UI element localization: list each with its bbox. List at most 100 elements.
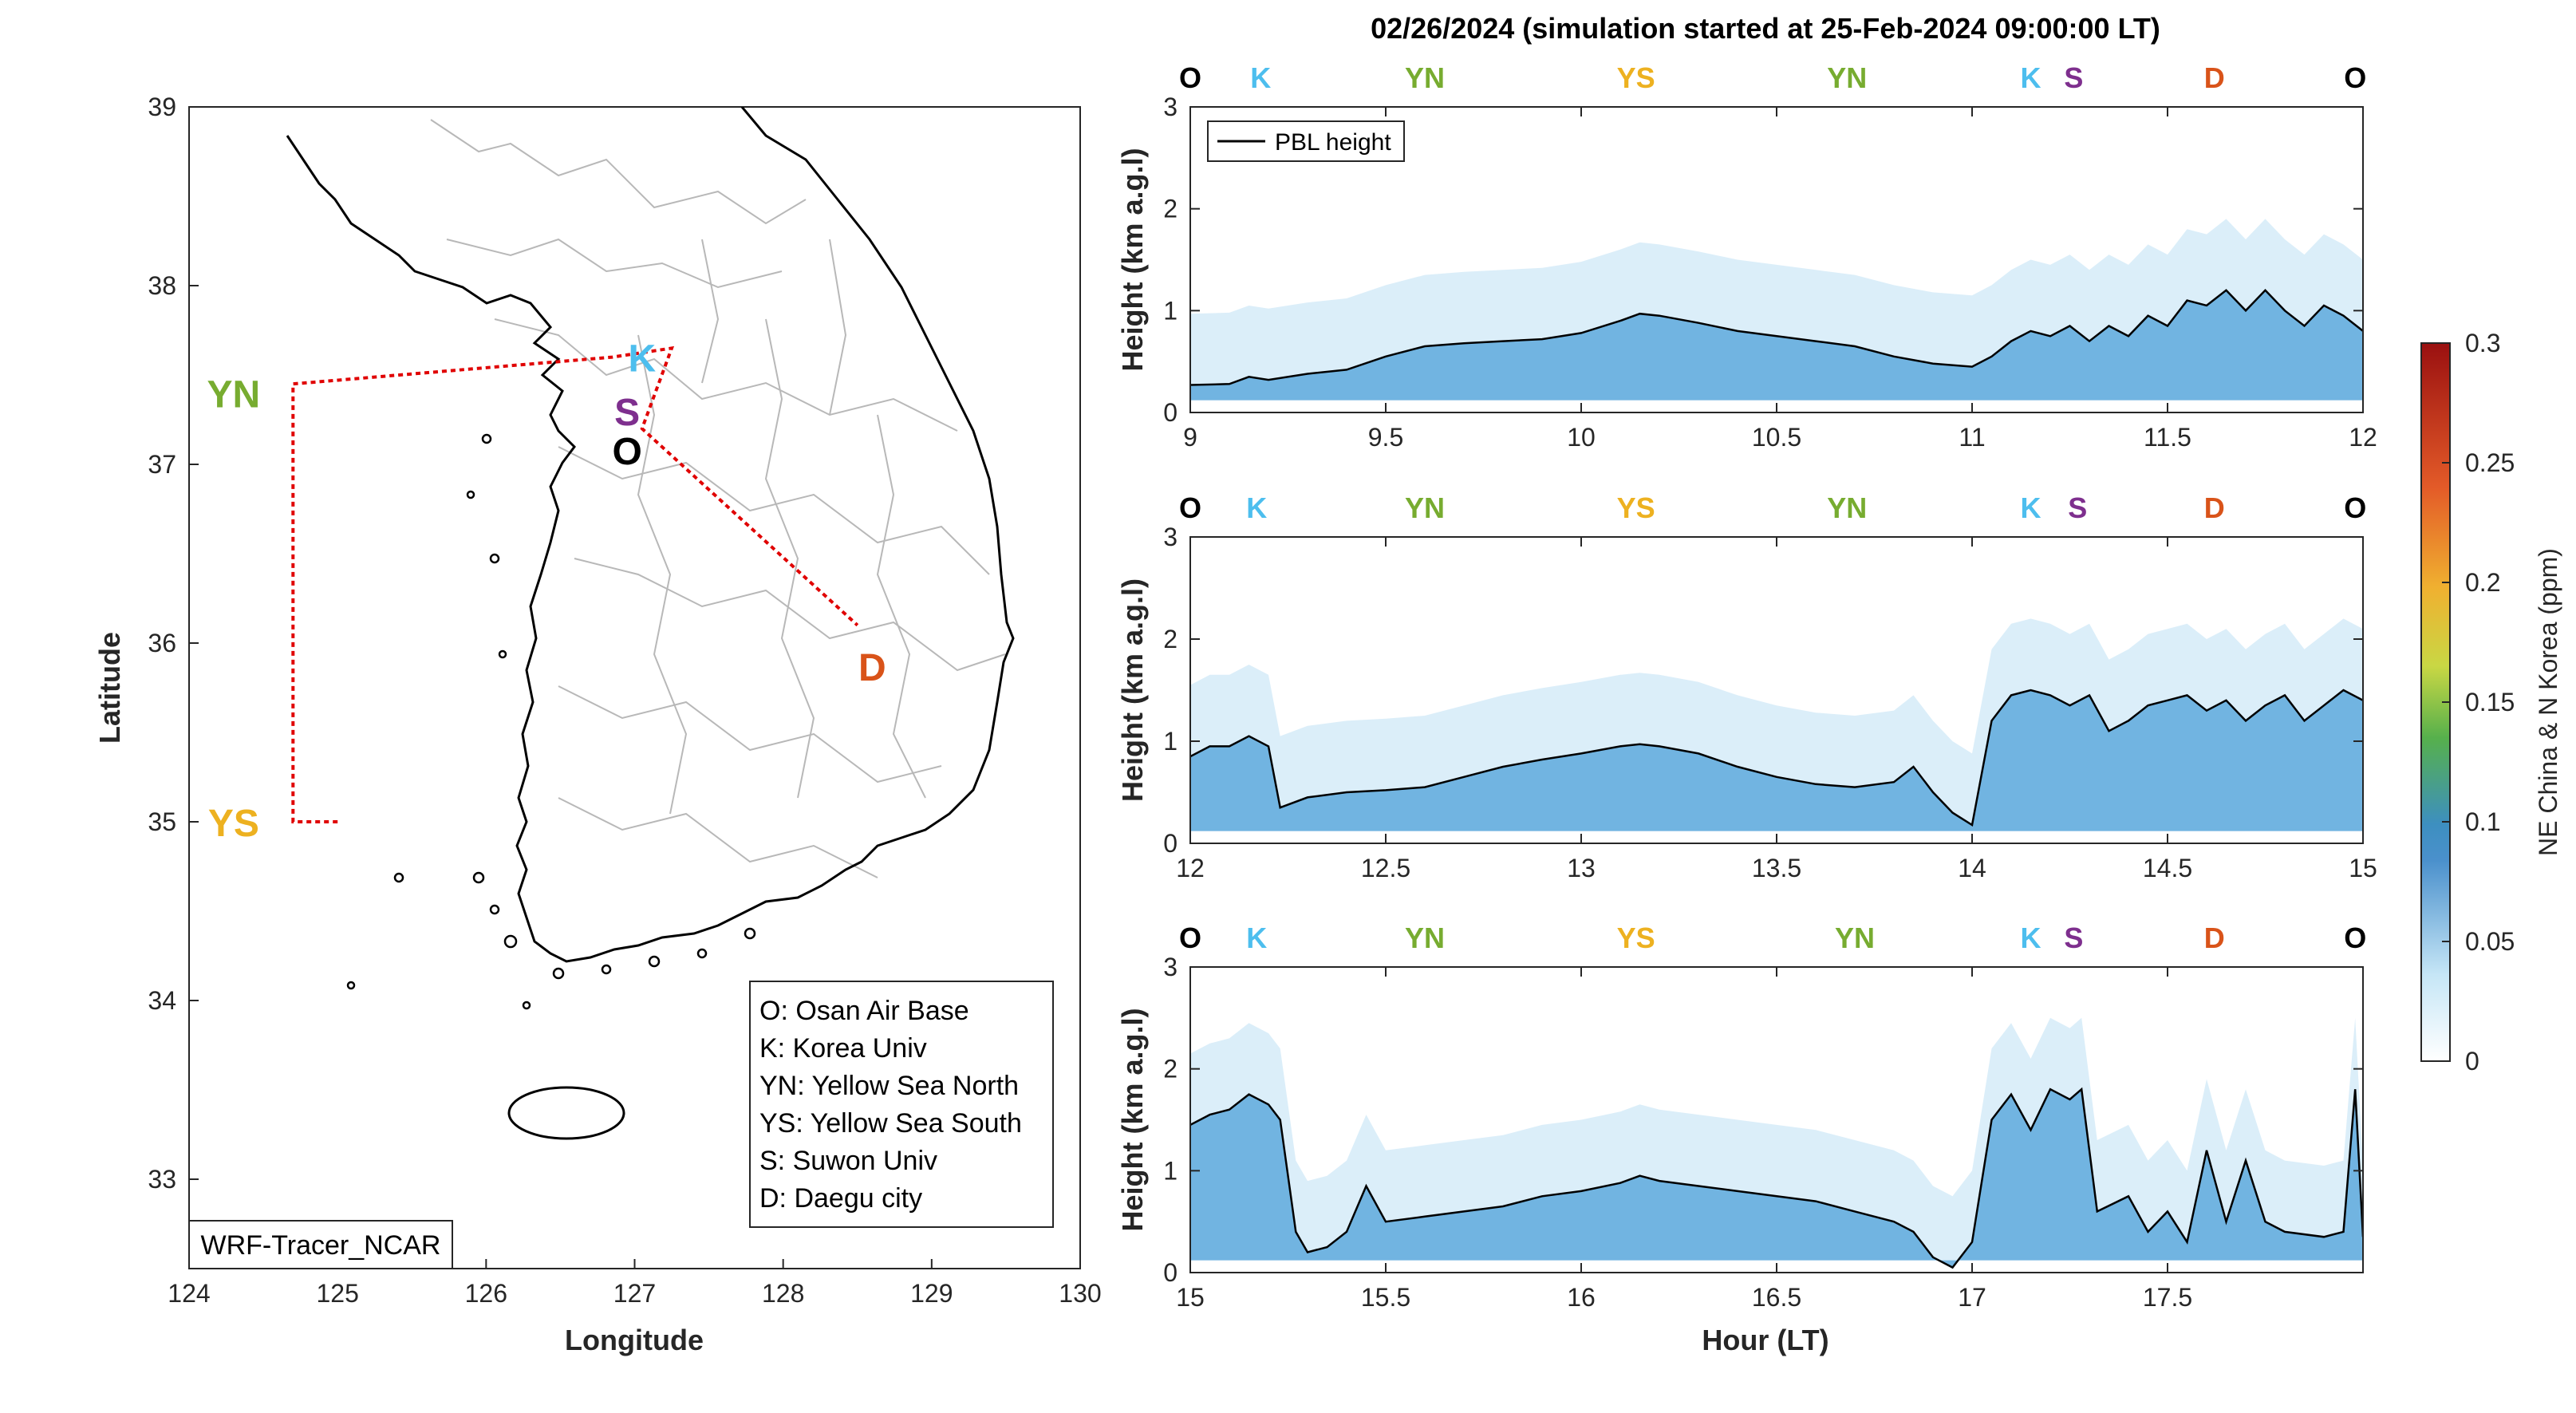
colorbar-label: NE China & N Korea (ppm) (2534, 548, 2562, 856)
panel-site-label: O (2344, 922, 2366, 954)
colorbar-tick-label: 0 (2465, 1047, 2479, 1076)
panel-site-label: YN (1405, 61, 1445, 94)
figure-title: 02/26/2024 (simulation started at 25-Feb… (1371, 12, 2160, 45)
panel-y-tick-label: 0 (1163, 398, 1178, 427)
panel-site-label: S (2068, 491, 2087, 524)
map-site-label: S (614, 392, 640, 434)
tracer-mixed-layer (1190, 1089, 2363, 1268)
panel-x-tick-label: 12 (1176, 854, 1205, 882)
concentration-field (1190, 967, 2363, 1268)
map-site-label: YN (207, 373, 261, 416)
jeju-island (507, 1086, 625, 1140)
coastline (286, 107, 1015, 963)
panel-site-label: O (2344, 61, 2366, 94)
pbl-legend-label: PBL height (1275, 129, 1391, 156)
panel-site-label: D (2204, 491, 2225, 524)
panel-y-tick-label: 0 (1163, 1258, 1178, 1287)
panel-x-tick-label: 9.5 (1368, 423, 1403, 452)
map-x-ticks: 124 125 126 127 128 129 130 (168, 1259, 1102, 1308)
panel-x-tick-label: 15 (1176, 1283, 1205, 1312)
panel-site-label: YS (1617, 922, 1655, 954)
concentration-field (1190, 537, 2363, 831)
legend-entry: S: Suwon Univ (759, 1146, 937, 1176)
map-site-label: K (628, 338, 656, 381)
map-y-tick-label: 38 (148, 271, 176, 300)
tracer-mixed-layer (1190, 690, 2363, 831)
curtain-x-axis-label: Hour (LT) (1702, 1324, 1828, 1356)
panel-y-tick-label: 2 (1163, 195, 1178, 223)
panel-site-label: K (1246, 491, 1267, 524)
map-x-tick-label: 128 (762, 1279, 804, 1308)
panel-site-label: S (2064, 922, 2083, 954)
pbl-height-line (1190, 1087, 2363, 1269)
map-y-tick-label: 36 (148, 629, 176, 657)
map-x-tick-label: 127 (613, 1279, 656, 1308)
map-y-ticks: 33 34 35 36 37 38 39 (148, 93, 199, 1194)
map-y-tick-label: 37 (148, 450, 176, 479)
panel-y-axis-label: Height (km a.g.l) (1116, 578, 1149, 802)
panel-site-label: O (1179, 922, 1201, 954)
panel-x-tick-label: 13 (1567, 854, 1596, 882)
model-label-box: WRF-Tracer_NCAR (188, 1220, 453, 1269)
islands (346, 433, 756, 1010)
panel-site-label: D (2204, 922, 2225, 954)
map-x-tick-label: 125 (316, 1279, 358, 1308)
panel-y-tick-label: 3 (1163, 523, 1178, 551)
panel-y-tick-label: 2 (1163, 1055, 1178, 1083)
tracer-mixed-layer (1190, 290, 2363, 401)
panel-x-tick-label: 10 (1567, 423, 1596, 452)
panel-y-tick-label: 2 (1163, 625, 1178, 653)
colorbar-tick-label: 0.15 (2465, 688, 2515, 716)
legend-entry: YN: Yellow Sea North (759, 1071, 1019, 1101)
map-x-tick-label: 126 (465, 1279, 507, 1308)
panel-site-label: YN (1827, 491, 1867, 524)
map-y-tick-label: 33 (148, 1165, 176, 1194)
site-legend-box: O: Osan Air Base K: Korea Univ YN: Yello… (749, 981, 1054, 1228)
panel-y-tick-label: 0 (1163, 829, 1178, 858)
pbl-height-line (1190, 288, 2363, 386)
panel-site-label: D (2204, 61, 2225, 94)
colorbar-tick-label: 0.25 (2465, 448, 2515, 477)
panel-y-tick-label: 1 (1163, 296, 1178, 325)
panel-site-label: YS (1617, 61, 1655, 94)
pbl-legend: PBL height (1207, 120, 1405, 162)
map-site-label: D (858, 647, 886, 689)
panel-x-tick-label: 16.5 (1752, 1283, 1801, 1312)
panel-y-tick-label: 3 (1163, 93, 1178, 121)
panel-site-label: YN (1827, 61, 1867, 94)
map-geography (286, 107, 1015, 1140)
panel-x-tick-label: 16 (1567, 1283, 1596, 1312)
panel-site-label: K (2021, 491, 2041, 524)
panel-x-tick-label: 12.5 (1361, 854, 1410, 882)
legend-entry: YS: Yellow Sea South (759, 1108, 1022, 1139)
map-site-labels: O KS D YN YS (207, 338, 886, 845)
colorbar-tick-label: 0.3 (2465, 329, 2500, 357)
map-site-label: YS (208, 803, 259, 845)
map-y-tick-label: 35 (148, 807, 176, 836)
panel-site-label: YN (1405, 922, 1445, 954)
colorbar-tick-label: 0.1 (2465, 807, 2500, 836)
map-y-tick-label: 34 (148, 986, 176, 1015)
curtain-panel: 15 15.5 16 16.5 17 17.5 0 1 2 3 Height (km a.g.l) O… (1116, 922, 2366, 1312)
colorbar-tick-label: 0.05 (2465, 927, 2515, 956)
panel-x-tick-label: 13.5 (1752, 854, 1801, 882)
flight-track-line (291, 345, 859, 823)
panel-x-tick-label: 17 (1958, 1283, 1986, 1312)
panel-site-label: K (2021, 61, 2041, 94)
panel-x-tick-label: 12 (2349, 423, 2377, 452)
panel-site-label: S (2064, 61, 2083, 94)
pbl-height-line (1190, 689, 2363, 827)
panel-site-label: K (1246, 922, 1267, 954)
panel-y-axis-label: Height (km a.g.l) (1116, 1008, 1149, 1231)
map-site-label: O (613, 431, 642, 473)
map-x-axis-label: Longitude (565, 1324, 704, 1356)
panel-site-label: YN (1405, 491, 1445, 524)
panel-x-tick-label: 15 (2349, 854, 2377, 882)
panel-site-label: YN (1835, 922, 1875, 954)
panel-y-axis-label: Height (km a.g.l) (1116, 148, 1149, 371)
colorbar-tick-label: 0.2 (2465, 568, 2500, 597)
